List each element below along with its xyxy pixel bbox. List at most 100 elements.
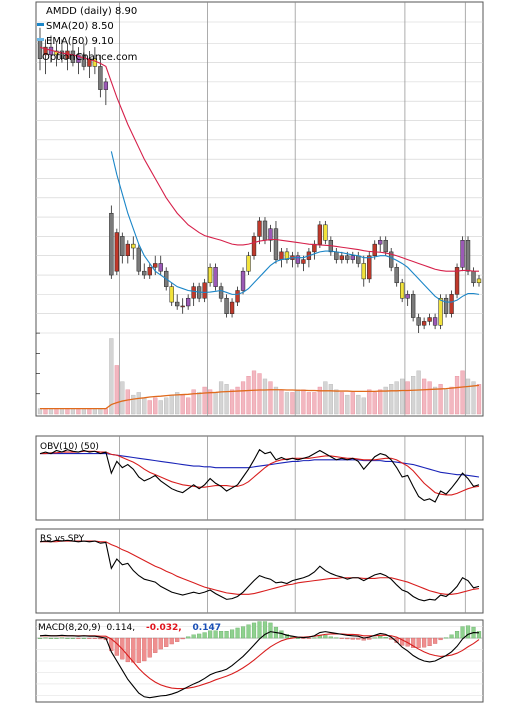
volume-bar bbox=[235, 386, 240, 415]
macd-histogram-bar bbox=[372, 637, 377, 639]
macd-histogram-bar bbox=[240, 626, 246, 639]
macd-panel: MACD(8,20,9) 0.114, -0.032, 0.147 bbox=[35, 619, 484, 703]
macd-histogram-bar bbox=[262, 621, 268, 639]
candle-body bbox=[383, 240, 388, 253]
volume-bar bbox=[240, 381, 246, 415]
candle-body bbox=[427, 317, 432, 322]
candle-body bbox=[92, 58, 98, 67]
volume-bar bbox=[125, 389, 130, 415]
macd-histogram-bar bbox=[284, 634, 290, 639]
candle-body bbox=[378, 240, 383, 245]
candle-body bbox=[240, 270, 246, 291]
macd-histogram-bar bbox=[153, 637, 158, 653]
candle-body bbox=[416, 317, 421, 326]
macd-histogram-bar bbox=[465, 625, 471, 639]
macd-histogram-bar bbox=[246, 624, 251, 639]
volume-bar bbox=[114, 365, 119, 415]
volume-bar bbox=[246, 376, 251, 415]
macd-histogram-bar bbox=[400, 637, 405, 646]
candle-body bbox=[317, 224, 323, 245]
volume-bar bbox=[136, 392, 141, 415]
candle-body bbox=[229, 301, 235, 314]
macd-histogram-bar bbox=[433, 637, 438, 644]
volume-bar bbox=[65, 408, 70, 415]
macd-histogram-bar bbox=[219, 631, 224, 639]
volume-bar bbox=[465, 378, 471, 415]
macd-histogram-bar bbox=[208, 630, 213, 639]
candle-body bbox=[76, 54, 81, 63]
volume-bar bbox=[202, 386, 207, 415]
macd-histogram-bar bbox=[65, 637, 70, 639]
candle-body bbox=[389, 251, 394, 268]
volume-average-line bbox=[40, 384, 480, 410]
candle-body bbox=[114, 232, 119, 272]
volume-bar bbox=[317, 386, 322, 415]
candle-body bbox=[70, 50, 76, 63]
candle-body bbox=[350, 255, 355, 260]
volume-bar bbox=[454, 376, 460, 415]
volume-bar bbox=[158, 400, 163, 415]
volume-bar bbox=[389, 384, 394, 415]
candle-body bbox=[246, 255, 251, 272]
macd-histogram-bar bbox=[213, 630, 218, 639]
volume-bar bbox=[411, 376, 416, 415]
volume-bar bbox=[394, 381, 399, 415]
candle-body bbox=[43, 46, 48, 56]
candle-body bbox=[218, 286, 224, 299]
legend-sma: SMA(20) 8.50 bbox=[46, 21, 114, 32]
volume-bar bbox=[460, 370, 465, 415]
candle-body bbox=[147, 267, 152, 276]
macd-signal-value: -0.032, bbox=[146, 623, 182, 633]
macd-histogram-bar bbox=[197, 633, 202, 639]
macd-histogram-bar bbox=[180, 637, 185, 640]
watermark: OptionChance.com bbox=[42, 52, 137, 63]
volume-bar bbox=[251, 370, 257, 415]
candle-body bbox=[356, 255, 361, 264]
macd-histogram-bar bbox=[76, 637, 81, 639]
macd-histogram-bar bbox=[334, 637, 339, 639]
macd-histogram-bar bbox=[378, 636, 383, 639]
volume-bar bbox=[345, 394, 350, 415]
macd-histogram-bar bbox=[367, 637, 372, 640]
volume-bar bbox=[43, 408, 48, 415]
candle-body bbox=[87, 58, 92, 67]
macd-histogram-bar bbox=[350, 637, 355, 640]
volume-bar bbox=[427, 381, 432, 415]
rs-panel: RS vs SPY bbox=[35, 528, 484, 614]
candle-body bbox=[59, 50, 65, 59]
price-vgrid bbox=[119, 2, 466, 416]
obv-line bbox=[39, 448, 480, 503]
volume-bar bbox=[142, 397, 147, 415]
volume-bar bbox=[229, 389, 235, 415]
volume-bar bbox=[328, 384, 333, 415]
obv-ma10-line bbox=[40, 450, 480, 496]
volume-bar bbox=[262, 378, 268, 415]
macd-signal-line bbox=[40, 633, 480, 690]
candle-body bbox=[202, 282, 207, 299]
volume-bar bbox=[87, 408, 92, 415]
macd-histogram-bar bbox=[48, 637, 54, 639]
candle-body bbox=[81, 54, 87, 67]
macd-histogram-bar bbox=[125, 637, 130, 663]
candle-body bbox=[279, 251, 284, 260]
candle-body bbox=[125, 243, 130, 256]
candle-body bbox=[465, 240, 471, 272]
volume-ma-line bbox=[40, 384, 480, 410]
volume-bar bbox=[131, 394, 136, 415]
candle-body bbox=[191, 286, 196, 299]
candle-body bbox=[405, 294, 410, 299]
candle-body bbox=[251, 236, 257, 256]
candle-body bbox=[438, 297, 443, 326]
macd-title: MACD(8,20,9) 0.114, -0.032, 0.147 bbox=[38, 623, 221, 633]
volume-bar bbox=[54, 408, 59, 415]
macd-histogram-bar bbox=[454, 631, 460, 639]
volume-bar bbox=[301, 389, 306, 415]
macd-histogram-bar bbox=[87, 637, 92, 639]
macd-histogram-bar bbox=[449, 634, 454, 639]
candle-body bbox=[394, 267, 399, 284]
candle-body bbox=[262, 220, 268, 241]
volume-bar bbox=[268, 381, 273, 415]
candle-body bbox=[153, 263, 158, 268]
macd-histogram-bar bbox=[169, 637, 174, 645]
